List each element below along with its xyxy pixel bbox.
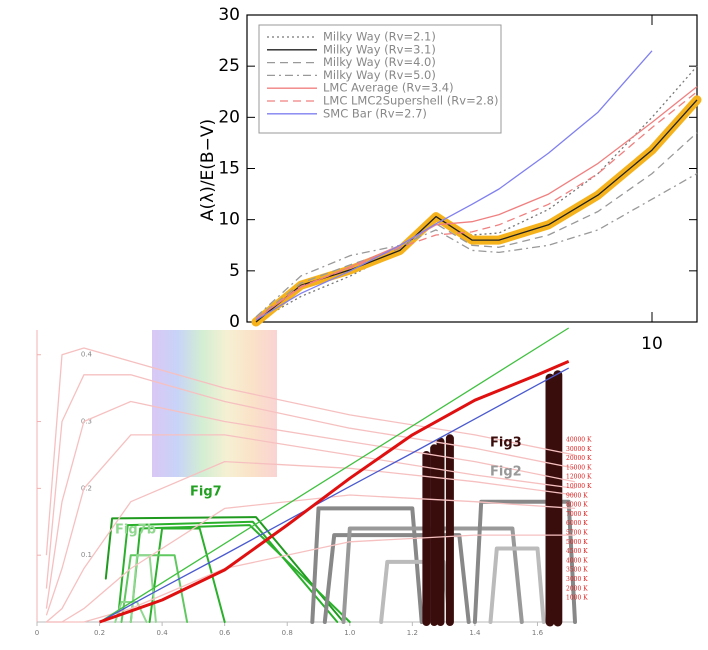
y-tick-label: 25 [218,56,240,76]
y-axis-label: A(λ)/E(B−V) [198,119,218,221]
annotation: Fig7 [190,485,222,500]
series-line [45,374,576,589]
temperature-label: 3000 K [566,576,588,583]
x-tick-label: 0.6 [219,629,231,637]
temperature-label: 12000 K [566,474,592,481]
temperature-label: 10000 K [566,483,592,490]
y-tick-label: 0 [229,312,240,332]
temperature-label: 40000 K [566,437,592,444]
x-tick-label: 1.4 [469,629,481,637]
y-tick-label: 0.4 [81,351,93,359]
temperature-label: 8000 K [566,502,588,509]
temperature-label: 2000 K [566,585,588,592]
series-line [45,347,576,556]
temperature-label: 30000 K [566,446,592,453]
filter-curve [117,520,339,623]
x-tick-label: 0.8 [282,629,293,637]
x-tick-label: 1.6 [532,629,544,637]
y-tick-label: 10 [218,210,240,230]
annotation: Fig7b [115,523,156,538]
x-tick-label: 1.2 [407,629,418,637]
x-tick-label: 1.0 [344,629,355,637]
series-line [255,173,698,318]
temperature-label: 9000 K [566,492,588,499]
x-tick-label: 10 [641,334,663,354]
series-line [45,400,576,609]
series-line [99,327,570,623]
temperature-label: 20000 K [566,455,592,462]
filter-curve [472,499,577,624]
y-tick-label: 0.3 [81,418,92,426]
temperature-label: 7000 K [566,511,588,518]
legend-label: Milky Way (Rv=5.0) [323,68,436,82]
y-tick-label: 5 [229,261,240,281]
legend-label: Milky Way (Rv=2.1) [323,30,436,44]
temperature-label: 4000 K [566,557,588,564]
series-line [99,367,570,623]
filter-curve [310,506,424,624]
x-tick-label: 0 [35,629,39,637]
temperature-label: 6000 K [566,520,588,527]
spectrum-band [152,330,277,477]
series-line [255,65,698,323]
legend-label: SMC Bar (Rv=2.7) [323,106,427,120]
temperature-label: 3500 K [566,567,588,574]
annotation: Fig3 [490,436,522,451]
y-tick-label: 0.2 [81,484,92,492]
temperature-label: 15000 K [566,464,592,471]
filter-curve [104,516,345,623]
temperature-label: 1000 K [566,595,588,602]
series-line [255,86,698,320]
x-tick-label: 0.2 [94,629,105,637]
series-line [46,534,575,623]
y-tick-label: 15 [218,159,240,179]
y-tick-label: 30 [218,5,240,25]
legend-label: Milky Way (Rv=3.1) [323,42,436,56]
series-line [255,132,698,320]
legend-label: LMC LMC2Supershell (Rv=2.8) [323,94,498,108]
series-line [45,460,576,623]
temperature-label: 5000 K [566,539,588,546]
temperature-label: 5700 K [566,530,588,537]
series-line [45,434,576,616]
filter-curve [488,546,546,624]
series-line [99,360,570,624]
x-tick-label: 0.4 [157,629,169,637]
series-line [255,91,698,320]
legend-label: LMC Average (Rv=3.4) [323,81,454,95]
legend-label: Milky Way (Rv=4.0) [323,55,436,69]
series-line [255,50,653,321]
y-tick-label: 0.1 [81,551,92,559]
series-line [46,494,576,623]
annotation: Fig2 [490,465,522,480]
filter-curve [322,533,471,624]
y-tick-label: 20 [218,107,240,127]
temperature-label: 4500 K [566,548,588,555]
series-line [255,99,698,323]
legend-box [258,24,502,134]
